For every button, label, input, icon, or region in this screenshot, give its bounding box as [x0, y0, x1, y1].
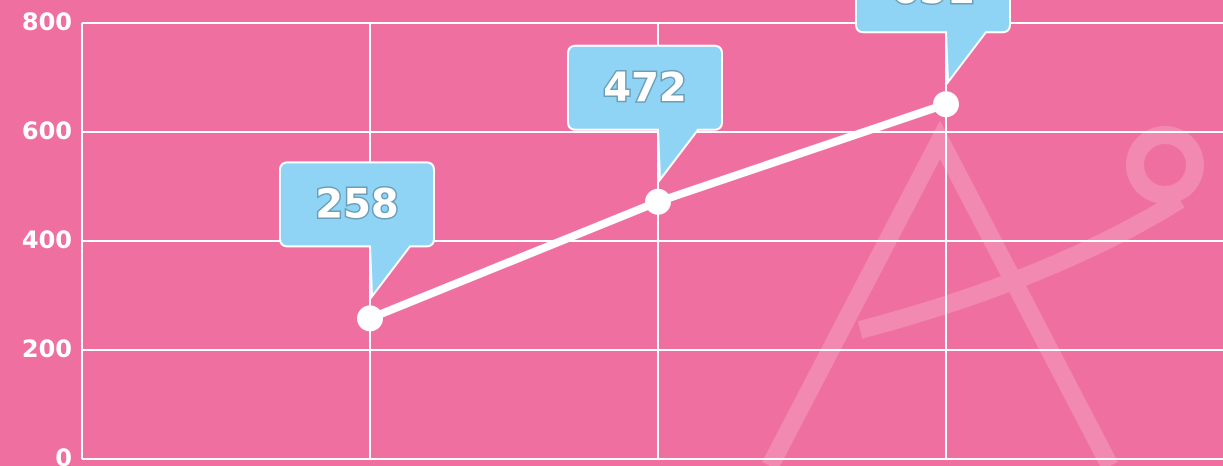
y-tick-label: 600: [22, 117, 72, 145]
y-tick-label: 800: [22, 8, 72, 36]
chart: 0 200 400 600 800 258 472 651: [0, 0, 1223, 466]
y-tick-label: 400: [22, 226, 72, 254]
point: [933, 91, 959, 117]
data-label: 651: [891, 0, 975, 13]
data-label: 472: [603, 65, 687, 111]
y-tick-label: 200: [22, 335, 72, 363]
y-tick-label: 0: [55, 444, 72, 466]
point: [357, 305, 383, 331]
data-label: 258: [315, 181, 399, 227]
point: [645, 189, 671, 215]
